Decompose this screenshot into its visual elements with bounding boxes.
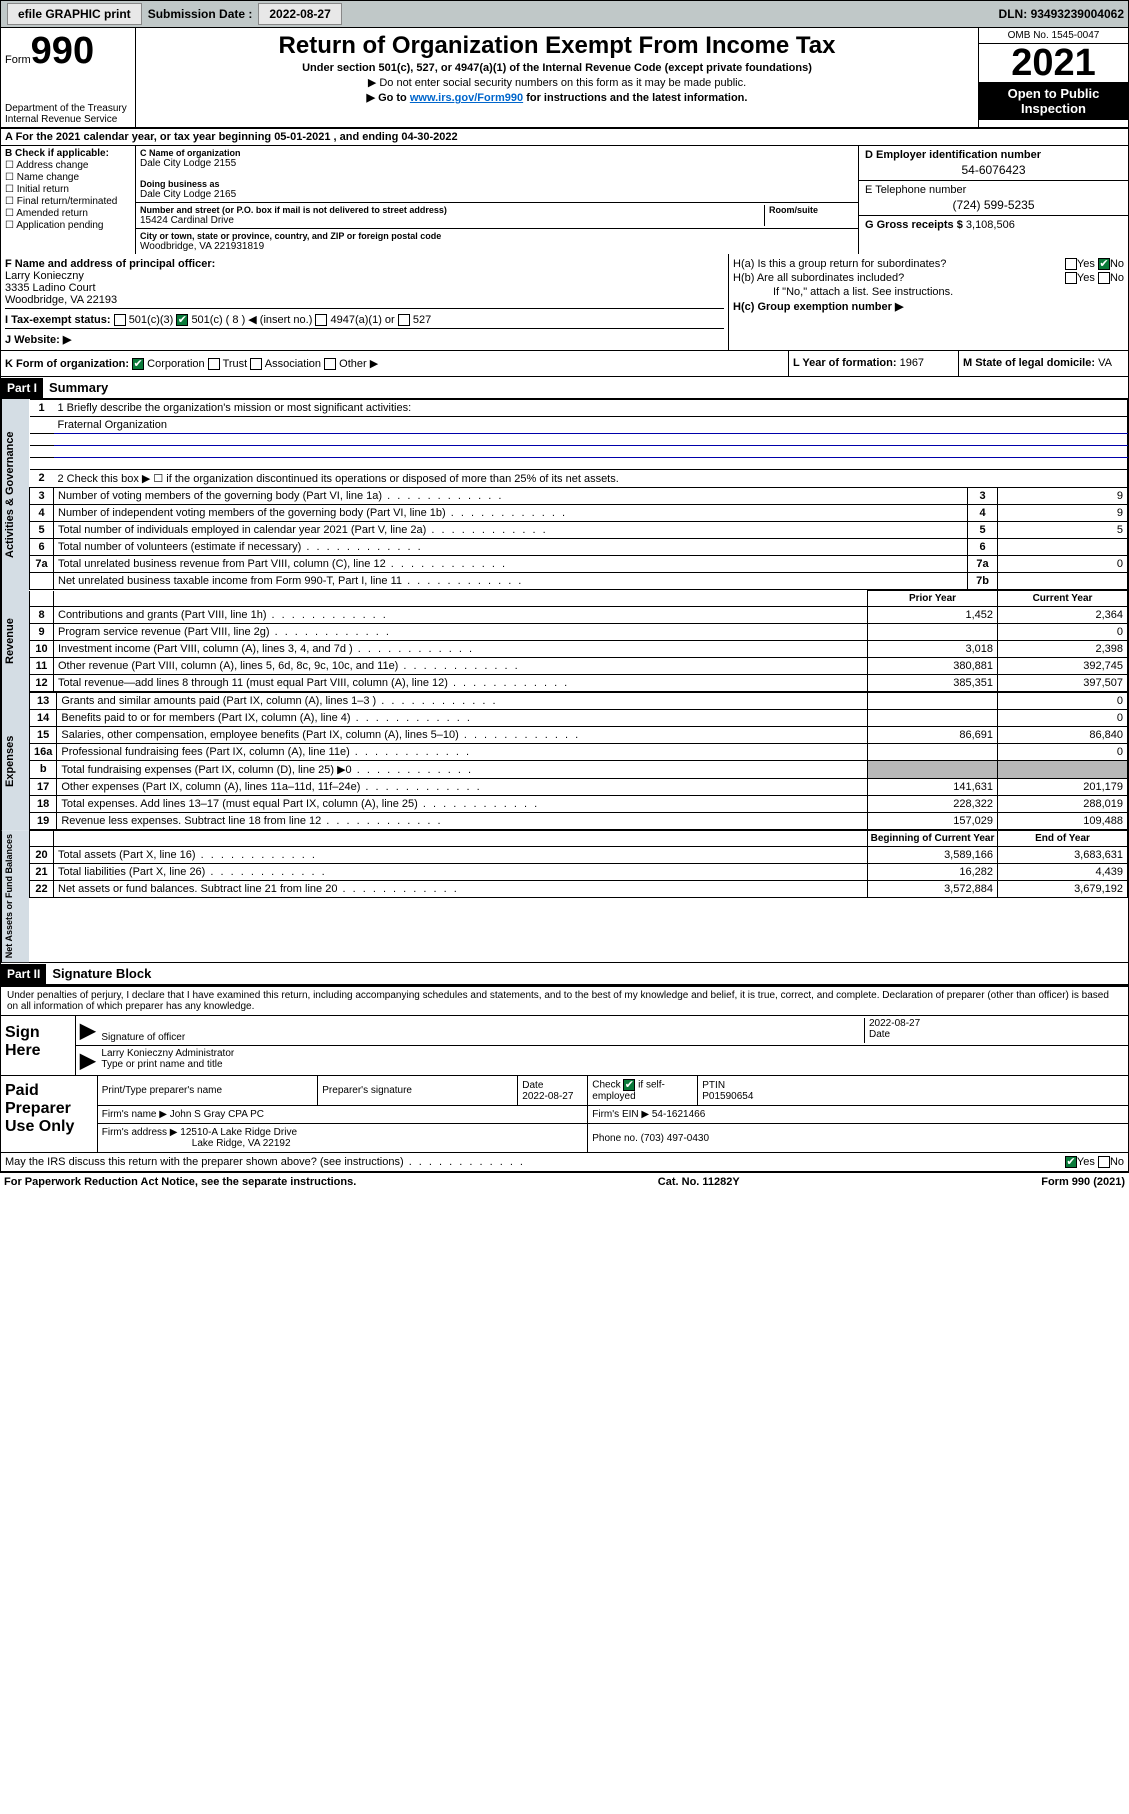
sidebar-expenses: Expenses: [1, 692, 29, 830]
table-row: 12Total revenue—add lines 8 through 11 (…: [30, 675, 1128, 692]
paid-preparer-label: Paid Preparer Use Only: [1, 1076, 98, 1152]
table-row: 20Total assets (Part X, line 16)3,589,16…: [30, 847, 1128, 864]
cb-501c[interactable]: ✔: [176, 314, 188, 326]
meta-topbar: efile GRAPHIC print Submission Date : 20…: [0, 0, 1129, 28]
table-row: 11Other revenue (Part VIII, column (A), …: [30, 658, 1128, 675]
perjury-declaration: Under penalties of perjury, I declare th…: [1, 987, 1128, 1015]
box-f-officer: F Name and address of principal officer:…: [5, 258, 724, 306]
cb-hb-yes[interactable]: [1065, 272, 1077, 284]
cb-name-change[interactable]: ☐ Name change: [5, 172, 131, 183]
efile-button[interactable]: efile GRAPHIC print: [7, 3, 142, 25]
submission-date-label: Submission Date :: [148, 7, 253, 21]
submission-date-value[interactable]: 2022-08-27: [258, 3, 341, 25]
cb-501c3[interactable]: [114, 314, 126, 326]
phone-cell: E Telephone number (724) 599-5235: [859, 181, 1128, 216]
public-inspection-badge: Open to Public Inspection: [979, 82, 1128, 120]
street-address-cell: Number and street (or P.O. box if mail i…: [136, 203, 858, 229]
ssn-note: ▶ Do not enter social security numbers o…: [142, 76, 972, 89]
cb-ha-no[interactable]: ✔: [1098, 258, 1110, 270]
paid-preparer-block: Paid Preparer Use Only Print/Type prepar…: [0, 1076, 1129, 1153]
box-j-website: J Website: ▶: [5, 328, 724, 346]
city-cell: City or town, state or province, country…: [136, 229, 858, 254]
table-row: 6Total number of volunteers (estimate if…: [30, 539, 1128, 556]
org-name-cell: C Name of organization Dale City Lodge 2…: [136, 146, 858, 203]
cb-discuss-yes[interactable]: ✔: [1065, 1156, 1077, 1168]
identity-block: B Check if applicable: ☐ Address change …: [0, 146, 1129, 254]
table-row: 16aProfessional fundraising fees (Part I…: [30, 744, 1128, 761]
table-row: 17Other expenses (Part IX, column (A), l…: [30, 779, 1128, 796]
discuss-row: May the IRS discuss this return with the…: [0, 1153, 1129, 1172]
cb-application-pending[interactable]: ☐ Application pending: [5, 220, 131, 231]
table-row: 8Contributions and grants (Part VIII, li…: [30, 607, 1128, 624]
signature-arrow-icon: ▶: [80, 1018, 95, 1043]
website-note: ▶ Go to www.irs.gov/Form990 for instruct…: [142, 91, 972, 104]
sign-here-label: Sign Here: [1, 1016, 76, 1075]
box-hb: H(b) Are all subordinates included? Yes …: [733, 272, 1124, 284]
cb-final-return[interactable]: ☐ Final return/terminated: [5, 196, 131, 207]
sidebar-governance: Activities & Governance: [1, 399, 29, 590]
dln-field: DLN: 93493239004062: [999, 7, 1124, 21]
part1-rev-section: Revenue Prior YearCurrent Year 8Contribu…: [0, 590, 1129, 692]
cb-ha-yes[interactable]: [1065, 258, 1077, 270]
part1-exp-section: Expenses 13Grants and similar amounts pa…: [0, 692, 1129, 830]
gross-receipts-cell: G Gross receipts $ 3,108,506: [859, 216, 1128, 234]
part1-title: Summary: [43, 377, 114, 398]
box-i-tax-status: I Tax-exempt status: 501(c)(3) ✔ 501(c) …: [5, 308, 724, 326]
sidebar-revenue: Revenue: [1, 590, 29, 692]
cb-527[interactable]: [398, 314, 410, 326]
ein-cell: D Employer identification number 54-6076…: [859, 146, 1128, 181]
treasury-label: Department of the Treasury Internal Reve…: [5, 103, 131, 125]
box-m-state: M State of legal domicile: VA: [958, 351, 1128, 376]
part2-title: Signature Block: [46, 963, 157, 984]
cb-initial-return[interactable]: ☐ Initial return: [5, 184, 131, 195]
page-footer: For Paperwork Reduction Act Notice, see …: [0, 1172, 1129, 1191]
table-row: 13Grants and similar amounts paid (Part …: [30, 693, 1128, 710]
table-row: 3Number of voting members of the governi…: [30, 488, 1128, 505]
form-number: Form990: [5, 30, 131, 73]
cb-hb-no[interactable]: [1098, 272, 1110, 284]
table-row: 21Total liabilities (Part X, line 26)16,…: [30, 864, 1128, 881]
part1-tag: Part I: [1, 378, 43, 398]
cb-association[interactable]: [250, 358, 262, 370]
form-title: Return of Organization Exempt From Incom…: [142, 32, 972, 60]
form-of-org-row: K Form of organization: ✔ Corporation Tr…: [0, 351, 1129, 377]
line-a-tax-year: A For the 2021 calendar year, or tax yea…: [0, 129, 1129, 146]
table-row: bTotal fundraising expenses (Part IX, co…: [30, 761, 1128, 779]
box-hc: H(c) Group exemption number ▶: [733, 300, 1124, 313]
cb-other[interactable]: [324, 358, 336, 370]
table-row: 5Total number of individuals employed in…: [30, 522, 1128, 539]
table-row: 9Program service revenue (Part VIII, lin…: [30, 624, 1128, 641]
table-row: 7aTotal unrelated business revenue from …: [30, 556, 1128, 573]
part2-tag: Part II: [1, 964, 46, 984]
box-ha: H(a) Is this a group return for subordin…: [733, 258, 1124, 270]
form-subtitle: Under section 501(c), 527, or 4947(a)(1)…: [142, 62, 972, 74]
table-row: 14Benefits paid to or for members (Part …: [30, 710, 1128, 727]
cb-4947[interactable]: [315, 314, 327, 326]
table-row: 15Salaries, other compensation, employee…: [30, 727, 1128, 744]
signature-block: Under penalties of perjury, I declare th…: [0, 985, 1129, 1076]
form-header: Form990 Department of the Treasury Inter…: [0, 28, 1129, 129]
tax-year: 2021: [979, 44, 1128, 82]
box-hb-note: If "No," attach a list. See instructions…: [733, 286, 1124, 298]
cb-amended-return[interactable]: ☐ Amended return: [5, 208, 131, 219]
part1-net-section: Net Assets or Fund Balances Beginning of…: [0, 830, 1129, 963]
officer-tax-status-block: F Name and address of principal officer:…: [0, 254, 1129, 351]
typed-name-arrow-icon: ▶: [80, 1048, 95, 1073]
table-row: 10Investment income (Part VIII, column (…: [30, 641, 1128, 658]
cb-trust[interactable]: [208, 358, 220, 370]
sidebar-netassets: Net Assets or Fund Balances: [1, 830, 29, 962]
table-row: 18Total expenses. Add lines 13–17 (must …: [30, 796, 1128, 813]
table-row: 4Number of independent voting members of…: [30, 505, 1128, 522]
box-b-label: B Check if applicable:: [5, 148, 131, 159]
table-row: 19Revenue less expenses. Subtract line 1…: [30, 813, 1128, 830]
cb-self-employed[interactable]: ✔: [623, 1079, 635, 1091]
irs-link[interactable]: www.irs.gov/Form990: [410, 92, 523, 104]
box-l-year: L Year of formation: 1967: [788, 351, 958, 376]
part1-gov-section: Activities & Governance 11 Briefly descr…: [0, 399, 1129, 590]
table-row: Net unrelated business taxable income fr…: [30, 573, 1128, 590]
cb-address-change[interactable]: ☐ Address change: [5, 160, 131, 171]
cb-corporation[interactable]: ✔: [132, 358, 144, 370]
cb-discuss-no[interactable]: [1098, 1156, 1110, 1168]
table-row: 22Net assets or fund balances. Subtract …: [30, 881, 1128, 898]
